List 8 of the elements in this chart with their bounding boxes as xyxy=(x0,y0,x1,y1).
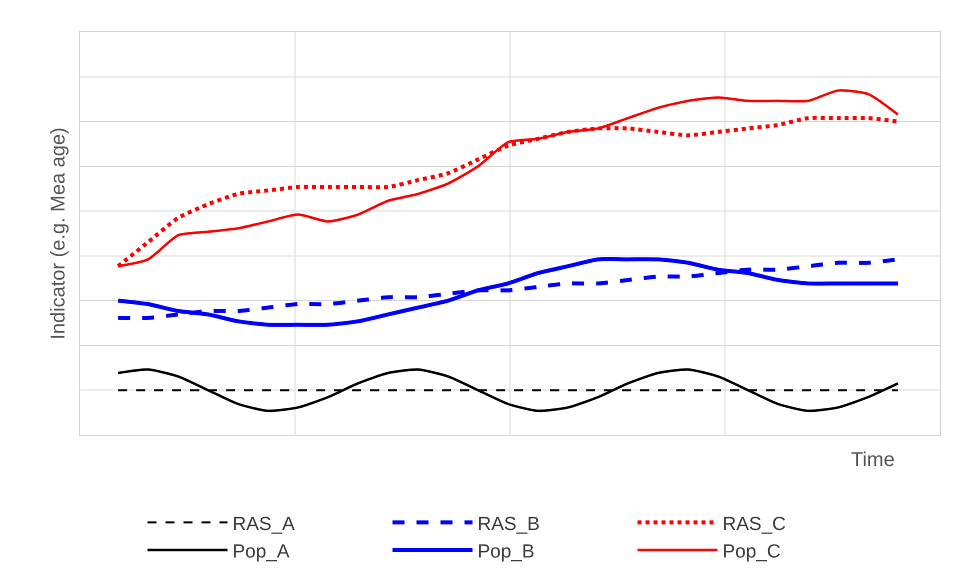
legend-label: Pop_A xyxy=(232,541,290,562)
y-axis-title: Indicator (e.g. Mea age) xyxy=(48,127,70,340)
legend-label: Pop_C xyxy=(722,541,781,562)
legend-label: Pop_B xyxy=(478,541,535,562)
legend-label: RAS_C xyxy=(722,514,786,535)
x-axis-title: Time xyxy=(851,449,895,471)
legend-label: RAS_B xyxy=(478,514,540,535)
legend-label: RAS_A xyxy=(232,514,296,535)
